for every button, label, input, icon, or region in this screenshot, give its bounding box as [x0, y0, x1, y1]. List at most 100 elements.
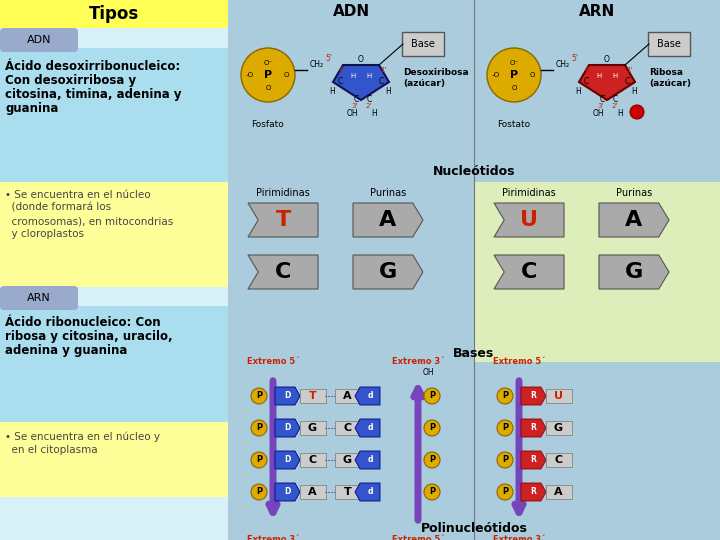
- Text: Ácido desoxirribonucleico:: Ácido desoxirribonucleico:: [5, 60, 180, 73]
- Text: en el citoplasma: en el citoplasma: [5, 445, 98, 455]
- Text: ARN: ARN: [27, 293, 51, 303]
- Text: Fostato: Fostato: [498, 120, 531, 129]
- FancyBboxPatch shape: [0, 0, 228, 28]
- Text: A: A: [554, 487, 563, 497]
- Text: C: C: [613, 95, 618, 104]
- Text: P: P: [256, 423, 262, 433]
- Text: C: C: [354, 95, 359, 104]
- Text: H: H: [366, 73, 372, 79]
- FancyBboxPatch shape: [228, 182, 474, 362]
- Text: adenina y guanina: adenina y guanina: [5, 344, 127, 357]
- Text: T: T: [309, 391, 316, 401]
- Text: Purinas: Purinas: [370, 188, 406, 198]
- Text: -O: -O: [246, 72, 254, 78]
- Text: H: H: [596, 73, 602, 79]
- Circle shape: [251, 484, 267, 500]
- Polygon shape: [248, 255, 318, 289]
- FancyBboxPatch shape: [648, 32, 690, 56]
- Polygon shape: [355, 419, 380, 437]
- Text: Purinas: Purinas: [616, 188, 652, 198]
- Text: Tipos: Tipos: [89, 5, 139, 23]
- Text: 3': 3': [597, 103, 603, 109]
- Polygon shape: [353, 255, 423, 289]
- Text: Base: Base: [411, 39, 435, 49]
- Text: CH₂: CH₂: [310, 60, 324, 69]
- Text: U: U: [520, 210, 538, 230]
- Text: d: d: [367, 423, 373, 433]
- Polygon shape: [521, 483, 546, 501]
- Polygon shape: [333, 65, 389, 100]
- Circle shape: [424, 388, 440, 404]
- Text: Base: Base: [657, 39, 681, 49]
- Text: C: C: [521, 262, 537, 282]
- Text: C: C: [584, 77, 589, 86]
- FancyBboxPatch shape: [546, 453, 572, 467]
- FancyBboxPatch shape: [300, 453, 325, 467]
- Circle shape: [424, 420, 440, 436]
- Text: H: H: [329, 87, 335, 96]
- Polygon shape: [521, 387, 546, 405]
- Circle shape: [251, 420, 267, 436]
- Text: P: P: [256, 456, 262, 464]
- Circle shape: [424, 484, 440, 500]
- FancyBboxPatch shape: [300, 421, 325, 435]
- Text: R: R: [530, 488, 536, 496]
- Text: • Se encuentra en el núcleo: • Se encuentra en el núcleo: [5, 190, 150, 200]
- Text: A: A: [343, 391, 352, 401]
- Text: G: G: [554, 423, 563, 433]
- Text: P: P: [502, 392, 508, 401]
- Polygon shape: [275, 451, 300, 469]
- Text: P: P: [502, 456, 508, 464]
- Text: Extremo 5´: Extremo 5´: [492, 357, 545, 366]
- Text: P: P: [256, 488, 262, 496]
- Text: D: D: [284, 456, 290, 464]
- Text: Bases: Bases: [454, 347, 495, 360]
- Text: C: C: [554, 455, 562, 465]
- Text: P: P: [510, 70, 518, 80]
- Text: C: C: [379, 77, 384, 86]
- FancyBboxPatch shape: [0, 48, 228, 182]
- Text: O⁻: O⁻: [510, 60, 518, 66]
- Text: Extremo 3´: Extremo 3´: [392, 357, 444, 366]
- Text: H: H: [575, 87, 581, 96]
- Circle shape: [497, 452, 513, 468]
- FancyBboxPatch shape: [0, 306, 228, 422]
- Text: G: G: [343, 455, 352, 465]
- Text: (donde formará los: (donde formará los: [5, 203, 111, 213]
- Polygon shape: [494, 203, 564, 237]
- Text: Nucleótidos: Nucleótidos: [433, 165, 516, 178]
- Text: d: d: [367, 456, 373, 464]
- Text: OH: OH: [423, 368, 435, 377]
- Text: Desoxiribosa
(azúcar): Desoxiribosa (azúcar): [403, 68, 469, 87]
- Text: U: U: [554, 391, 563, 401]
- Text: ribosa y citosina, uracilo,: ribosa y citosina, uracilo,: [5, 330, 173, 343]
- Text: 3': 3': [351, 103, 357, 109]
- Text: O⁻: O⁻: [264, 60, 273, 66]
- Text: P: P: [256, 392, 262, 401]
- Text: 4': 4': [585, 67, 591, 73]
- Text: P: P: [429, 456, 435, 464]
- Text: C: C: [343, 423, 351, 433]
- Polygon shape: [521, 451, 546, 469]
- FancyBboxPatch shape: [335, 453, 361, 467]
- FancyBboxPatch shape: [300, 389, 325, 403]
- Text: ADN: ADN: [333, 4, 369, 19]
- Text: Con desoxirribosa y: Con desoxirribosa y: [5, 74, 136, 87]
- Text: C: C: [275, 262, 291, 282]
- Text: D: D: [284, 423, 290, 433]
- Polygon shape: [579, 65, 635, 100]
- Text: CH₂: CH₂: [556, 60, 570, 69]
- Text: P: P: [502, 488, 508, 496]
- FancyBboxPatch shape: [546, 421, 572, 435]
- Text: Fosfato: Fosfato: [251, 120, 284, 129]
- Text: Pirimidinas: Pirimidinas: [502, 188, 556, 198]
- Circle shape: [487, 48, 541, 102]
- Polygon shape: [275, 483, 300, 501]
- FancyBboxPatch shape: [0, 286, 78, 310]
- Text: H: H: [371, 109, 377, 118]
- Text: y cloroplastos: y cloroplastos: [5, 229, 84, 239]
- Text: 5': 5': [325, 54, 332, 63]
- Polygon shape: [353, 203, 423, 237]
- FancyBboxPatch shape: [546, 389, 572, 403]
- Text: D: D: [284, 488, 290, 496]
